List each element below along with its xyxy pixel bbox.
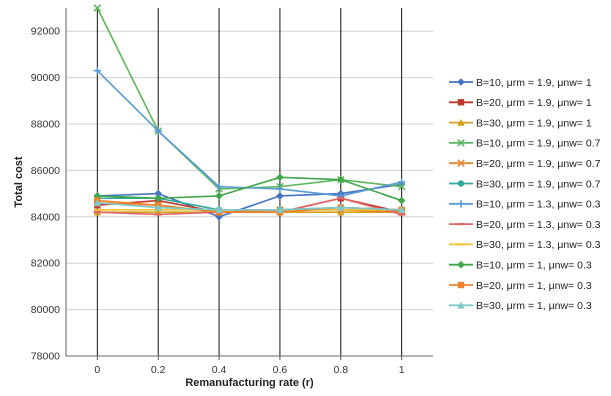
data-point xyxy=(93,199,102,207)
legend-swatch-marker xyxy=(457,281,465,289)
data-point xyxy=(276,185,284,193)
legend-label: B=20, μrm = 1.9, μnw= 0.7 xyxy=(476,158,601,170)
legend-label: B=10, μrm = 1.9, μnw= 1 xyxy=(476,77,592,89)
data-point xyxy=(397,178,406,186)
legend-swatch-marker xyxy=(457,200,465,208)
grid xyxy=(66,30,433,357)
data-point xyxy=(276,173,284,182)
legend-label: B=30, μrm = 1.9, μnw= 1 xyxy=(476,117,592,129)
legend: B=10, μrm = 1.9, μnw= 1 B=20, μrm = 1.9, … xyxy=(449,77,601,312)
series-12 xyxy=(93,199,406,214)
legend-item: B=20, μrm = 1, μnw= 0.3 xyxy=(449,280,592,292)
legend-swatch-marker xyxy=(457,99,465,106)
x-tick-label: 1 xyxy=(399,364,405,376)
x-tick-label: 0.8 xyxy=(333,364,348,376)
series-group xyxy=(93,4,406,221)
legend-swatch-marker xyxy=(457,301,465,309)
x-axis-title: Remanufacturing rate (r) xyxy=(185,377,314,389)
series-4 xyxy=(93,4,406,193)
legend-item: B=10, μrm = 1.9, μnw= 0.7 xyxy=(449,138,601,150)
y-tick-label: 80000 xyxy=(31,304,60,316)
data-point xyxy=(93,66,102,75)
data-point xyxy=(337,203,345,211)
y-tick-label: 82000 xyxy=(31,258,60,270)
legend-item: B=20, μrm = 1.9, μnw= 1 xyxy=(449,97,592,109)
legend-label: B=20, μrm = 1.9, μnw= 1 xyxy=(476,97,592,109)
legend-swatch-marker xyxy=(457,159,465,167)
legend-swatch-marker xyxy=(457,139,465,147)
series-line xyxy=(96,7,402,190)
legend-item: B=20, μrm = 1.9, μnw= 0.7 xyxy=(449,158,601,170)
legend-label: B=30, μrm = 1, μnw= 0.3 xyxy=(476,300,592,312)
legend-label: B=10, μrm = 1.9, μnw= 0.7 xyxy=(476,138,601,150)
legend-swatch-marker xyxy=(457,78,465,86)
legend-label: B=20, μrm = 1, μnw= 0.3 xyxy=(476,280,592,292)
y-tick-label: 84000 xyxy=(31,211,60,223)
axes xyxy=(65,8,433,360)
data-point xyxy=(215,182,223,191)
data-point xyxy=(276,206,284,214)
legend-item: B=30, μrm = 1.3, μnw= 0.3 xyxy=(449,239,601,251)
legend-swatch-marker xyxy=(457,118,465,126)
tick-labels: 78000 80000 82000 84000 86000 88000 90000 92000… xyxy=(31,26,405,376)
data-point xyxy=(93,192,102,200)
legend-label: B=30, μrm = 1.9, μnw= 0.7 xyxy=(476,178,601,190)
series-line xyxy=(97,202,402,211)
legend-item: B=10, μrm = 1, μnw= 0.3 xyxy=(449,260,592,272)
data-point xyxy=(154,194,163,203)
data-point xyxy=(154,127,162,135)
data-point xyxy=(154,189,163,198)
data-point xyxy=(215,206,223,214)
legend-item: B=30, μrm = 1.9, μnw= 0.7 xyxy=(449,178,601,190)
y-tick-label: 92000 xyxy=(31,26,60,38)
x-tick-label: 0.2 xyxy=(151,364,166,376)
legend-label: B=10, μrm = 1.3, μnw= 0.3 xyxy=(476,199,601,211)
data-point xyxy=(215,192,223,200)
series-7 xyxy=(93,66,406,200)
legend-label: B=30, μrm = 1.3, μnw= 0.3 xyxy=(476,239,601,251)
legend-item: B=20, μrm = 1.3, μnw= 0.3 xyxy=(449,219,601,231)
data-point xyxy=(93,4,102,12)
x-tick-label: 0.4 xyxy=(212,364,227,376)
data-point xyxy=(215,213,223,221)
y-tick-label: 86000 xyxy=(31,165,60,177)
y-tick-label: 78000 xyxy=(31,351,60,363)
legend-item: B=10, μrm = 1.9, μnw= 1 xyxy=(449,77,592,89)
x-tick-label: 0 xyxy=(94,364,100,376)
x-tick-label: 0.6 xyxy=(273,364,288,376)
y-tick-label: 90000 xyxy=(31,72,60,84)
y-tick-label: 88000 xyxy=(31,119,60,131)
legend-item: B=10, μrm = 1.3, μnw= 0.3 xyxy=(449,199,601,211)
data-point xyxy=(397,196,406,205)
legend-swatch-marker xyxy=(457,180,465,187)
legend-label: B=20, μrm = 1.3, μnw= 0.3 xyxy=(476,219,601,231)
legend-label: B=10, μrm = 1, μnw= 0.3 xyxy=(476,260,592,272)
data-point xyxy=(397,182,406,191)
series-line xyxy=(97,183,402,218)
data-point xyxy=(397,206,406,214)
data-point xyxy=(154,203,162,211)
data-point xyxy=(276,192,284,200)
y-axis-title: Total cost xyxy=(13,156,25,207)
legend-item: B=30, μrm = 1, μnw= 0.3 xyxy=(449,300,592,312)
series-line xyxy=(97,176,402,202)
series-10 xyxy=(93,173,406,205)
data-point xyxy=(336,175,345,184)
series-line xyxy=(96,70,402,197)
legend-item: B=30, μrm = 1.9, μnw= 1 xyxy=(449,117,592,129)
data-point xyxy=(337,208,345,216)
legend-swatch-marker xyxy=(457,260,465,269)
